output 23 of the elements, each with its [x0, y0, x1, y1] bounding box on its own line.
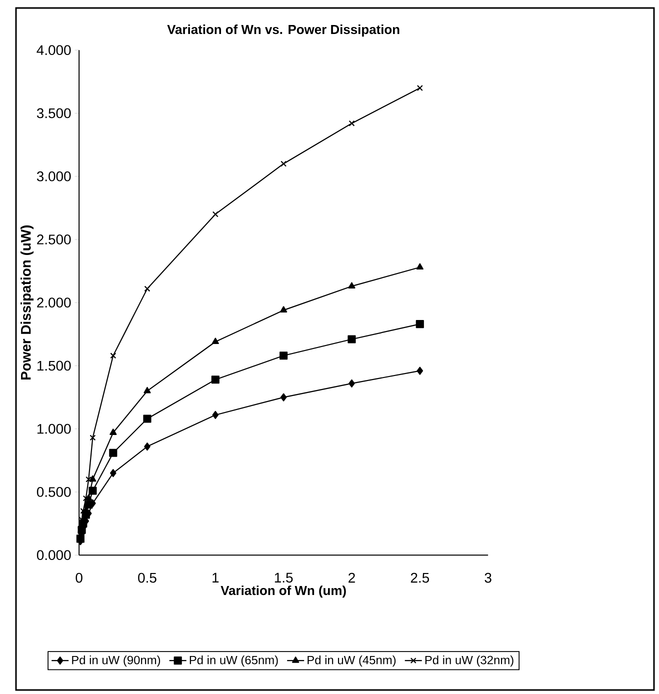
x-tick-label: 2.5 — [410, 572, 430, 583]
y-tick-label: 3.000 — [36, 171, 71, 182]
x-tick-label: 3 — [484, 572, 492, 583]
legend-label: Pd in uW (65nm) — [190, 656, 278, 667]
y-tick-label: 2.000 — [37, 298, 71, 308]
y-tick-label: 3.500 — [36, 108, 71, 118]
x-tick-label: 2 — [348, 572, 355, 583]
y-tick-label: 4.000 — [36, 45, 71, 56]
x-tick-label: 0 — [76, 572, 82, 583]
legend-label: Pd in uW (45nm) — [308, 656, 396, 667]
x-tick-label: 0.5 — [138, 572, 156, 583]
y-tick-label: 1.500 — [37, 360, 71, 371]
legend-label: Pd in uW (90nm) — [72, 656, 160, 667]
y-axis-title: Power Dissipation (uW) — [20, 225, 34, 380]
legend-label: Pd in uW (32nm) — [425, 656, 514, 667]
y-tick-label: 0.000 — [36, 550, 71, 560]
y-tick-label: 2.500 — [37, 234, 71, 244]
y-tick-label: 1.000 — [37, 424, 71, 434]
y-tick-label: 0.500 — [36, 487, 71, 497]
x-tick-label: 1 — [212, 572, 219, 582]
x-axis-title: Variation of Wn (um) — [220, 586, 346, 598]
x-tick-label: 1.5 — [274, 572, 293, 583]
chart-title: Variation of Wn vs. Power Dissipation — [167, 24, 400, 37]
